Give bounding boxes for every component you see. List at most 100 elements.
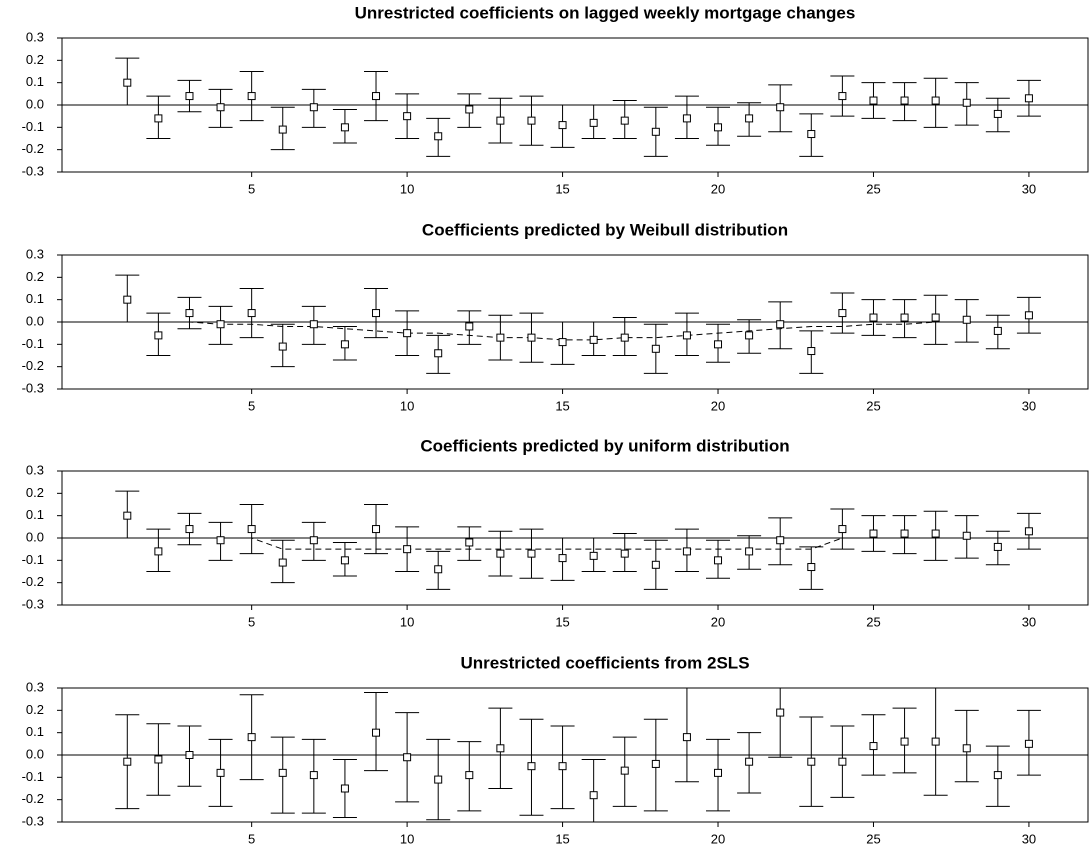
point-marker <box>651 344 660 353</box>
point-marker <box>527 116 536 125</box>
y-tick-label: -0.2 <box>22 358 44 373</box>
y-tick-label: -0.1 <box>22 119 44 134</box>
y-tick-label: 0.2 <box>26 702 44 717</box>
point-marker <box>247 309 256 318</box>
point-marker <box>745 547 754 556</box>
point-marker <box>931 737 940 746</box>
y-tick-label: 0.2 <box>26 52 44 67</box>
point-marker <box>682 331 691 340</box>
point-marker <box>682 733 691 742</box>
point-marker <box>620 333 629 342</box>
point-marker <box>403 112 412 121</box>
point-marker <box>527 333 536 342</box>
point-marker <box>278 558 287 567</box>
point-marker <box>714 123 723 132</box>
point-marker <box>900 313 909 322</box>
point-marker <box>154 114 163 123</box>
y-tick-label: -0.1 <box>22 336 44 351</box>
x-tick-label: 25 <box>866 831 880 846</box>
point-marker <box>216 103 225 112</box>
point-marker <box>434 349 443 358</box>
point-marker <box>558 338 567 347</box>
point-marker <box>838 525 847 534</box>
point-marker <box>714 340 723 349</box>
x-tick-label: 30 <box>1022 831 1036 846</box>
point-marker <box>403 753 412 762</box>
point-marker <box>185 92 194 101</box>
x-tick-label: 20 <box>711 181 725 196</box>
point-marker <box>434 132 443 141</box>
point-marker <box>496 116 505 125</box>
point-marker <box>465 105 474 114</box>
point-marker <box>527 762 536 771</box>
y-tick-label: 0.2 <box>26 485 44 500</box>
x-tick-label: 10 <box>400 831 414 846</box>
point-marker <box>309 536 318 545</box>
panel-title: Coefficients predicted by Weibull distri… <box>422 220 788 239</box>
point-marker <box>216 536 225 545</box>
y-tick-label: 0.1 <box>26 724 44 739</box>
point-marker <box>465 771 474 780</box>
point-marker <box>340 340 349 349</box>
point-marker <box>714 768 723 777</box>
x-tick-label: 10 <box>400 398 414 413</box>
point-marker <box>496 333 505 342</box>
x-tick-label: 30 <box>1022 614 1036 629</box>
x-tick-label: 30 <box>1022 181 1036 196</box>
point-marker <box>838 92 847 101</box>
x-tick-label: 25 <box>866 181 880 196</box>
point-marker <box>838 757 847 766</box>
point-marker <box>465 538 474 547</box>
point-marker <box>931 529 940 538</box>
x-tick-label: 5 <box>248 181 255 196</box>
point-marker <box>651 127 660 136</box>
point-marker <box>185 751 194 759</box>
y-tick-label: 0.0 <box>26 313 44 328</box>
x-tick-label: 20 <box>711 614 725 629</box>
point-marker <box>745 114 754 123</box>
y-tick-label: -0.3 <box>22 596 44 611</box>
point-marker <box>900 737 909 746</box>
point-marker <box>340 556 349 565</box>
point-marker <box>309 320 318 329</box>
x-tick-label: 20 <box>711 831 725 846</box>
y-tick-label: 0.3 <box>26 462 44 477</box>
point-marker <box>496 549 505 558</box>
point-marker <box>372 728 381 737</box>
panel-title: Coefficients predicted by uniform distri… <box>420 436 789 455</box>
point-marker <box>589 791 598 800</box>
y-tick-label: 0.1 <box>26 74 44 89</box>
plot-area <box>62 490 1088 590</box>
x-tick-label: 15 <box>555 181 569 196</box>
point-marker <box>434 565 443 574</box>
point-marker <box>807 757 816 766</box>
y-tick-label: 0.2 <box>26 269 44 284</box>
x-tick-label: 15 <box>555 398 569 413</box>
x-tick-label: 5 <box>248 831 255 846</box>
plot-area <box>62 274 1088 374</box>
y-tick-label: 0.3 <box>26 679 44 694</box>
y-tick-label: 0.1 <box>26 507 44 522</box>
y-tick-label: 0.0 <box>26 746 44 761</box>
point-marker <box>682 547 691 556</box>
point-marker <box>123 295 132 304</box>
x-tick-label: 10 <box>400 614 414 629</box>
y-tick-label: -0.1 <box>22 769 44 784</box>
point-marker <box>247 525 256 534</box>
x-tick-label: 25 <box>866 614 880 629</box>
point-marker <box>838 309 847 318</box>
point-marker <box>496 744 505 753</box>
point-marker <box>745 331 754 340</box>
point-marker <box>931 313 940 322</box>
point-marker <box>714 556 723 565</box>
point-marker <box>123 757 132 766</box>
point-marker <box>962 531 971 540</box>
point-marker <box>589 118 598 127</box>
y-tick-label: -0.3 <box>22 163 44 178</box>
point-marker <box>620 116 629 125</box>
x-tick-label: 30 <box>1022 398 1036 413</box>
y-tick-label: -0.3 <box>22 380 44 395</box>
point-marker <box>931 96 940 105</box>
y-tick-label: -0.2 <box>22 574 44 589</box>
